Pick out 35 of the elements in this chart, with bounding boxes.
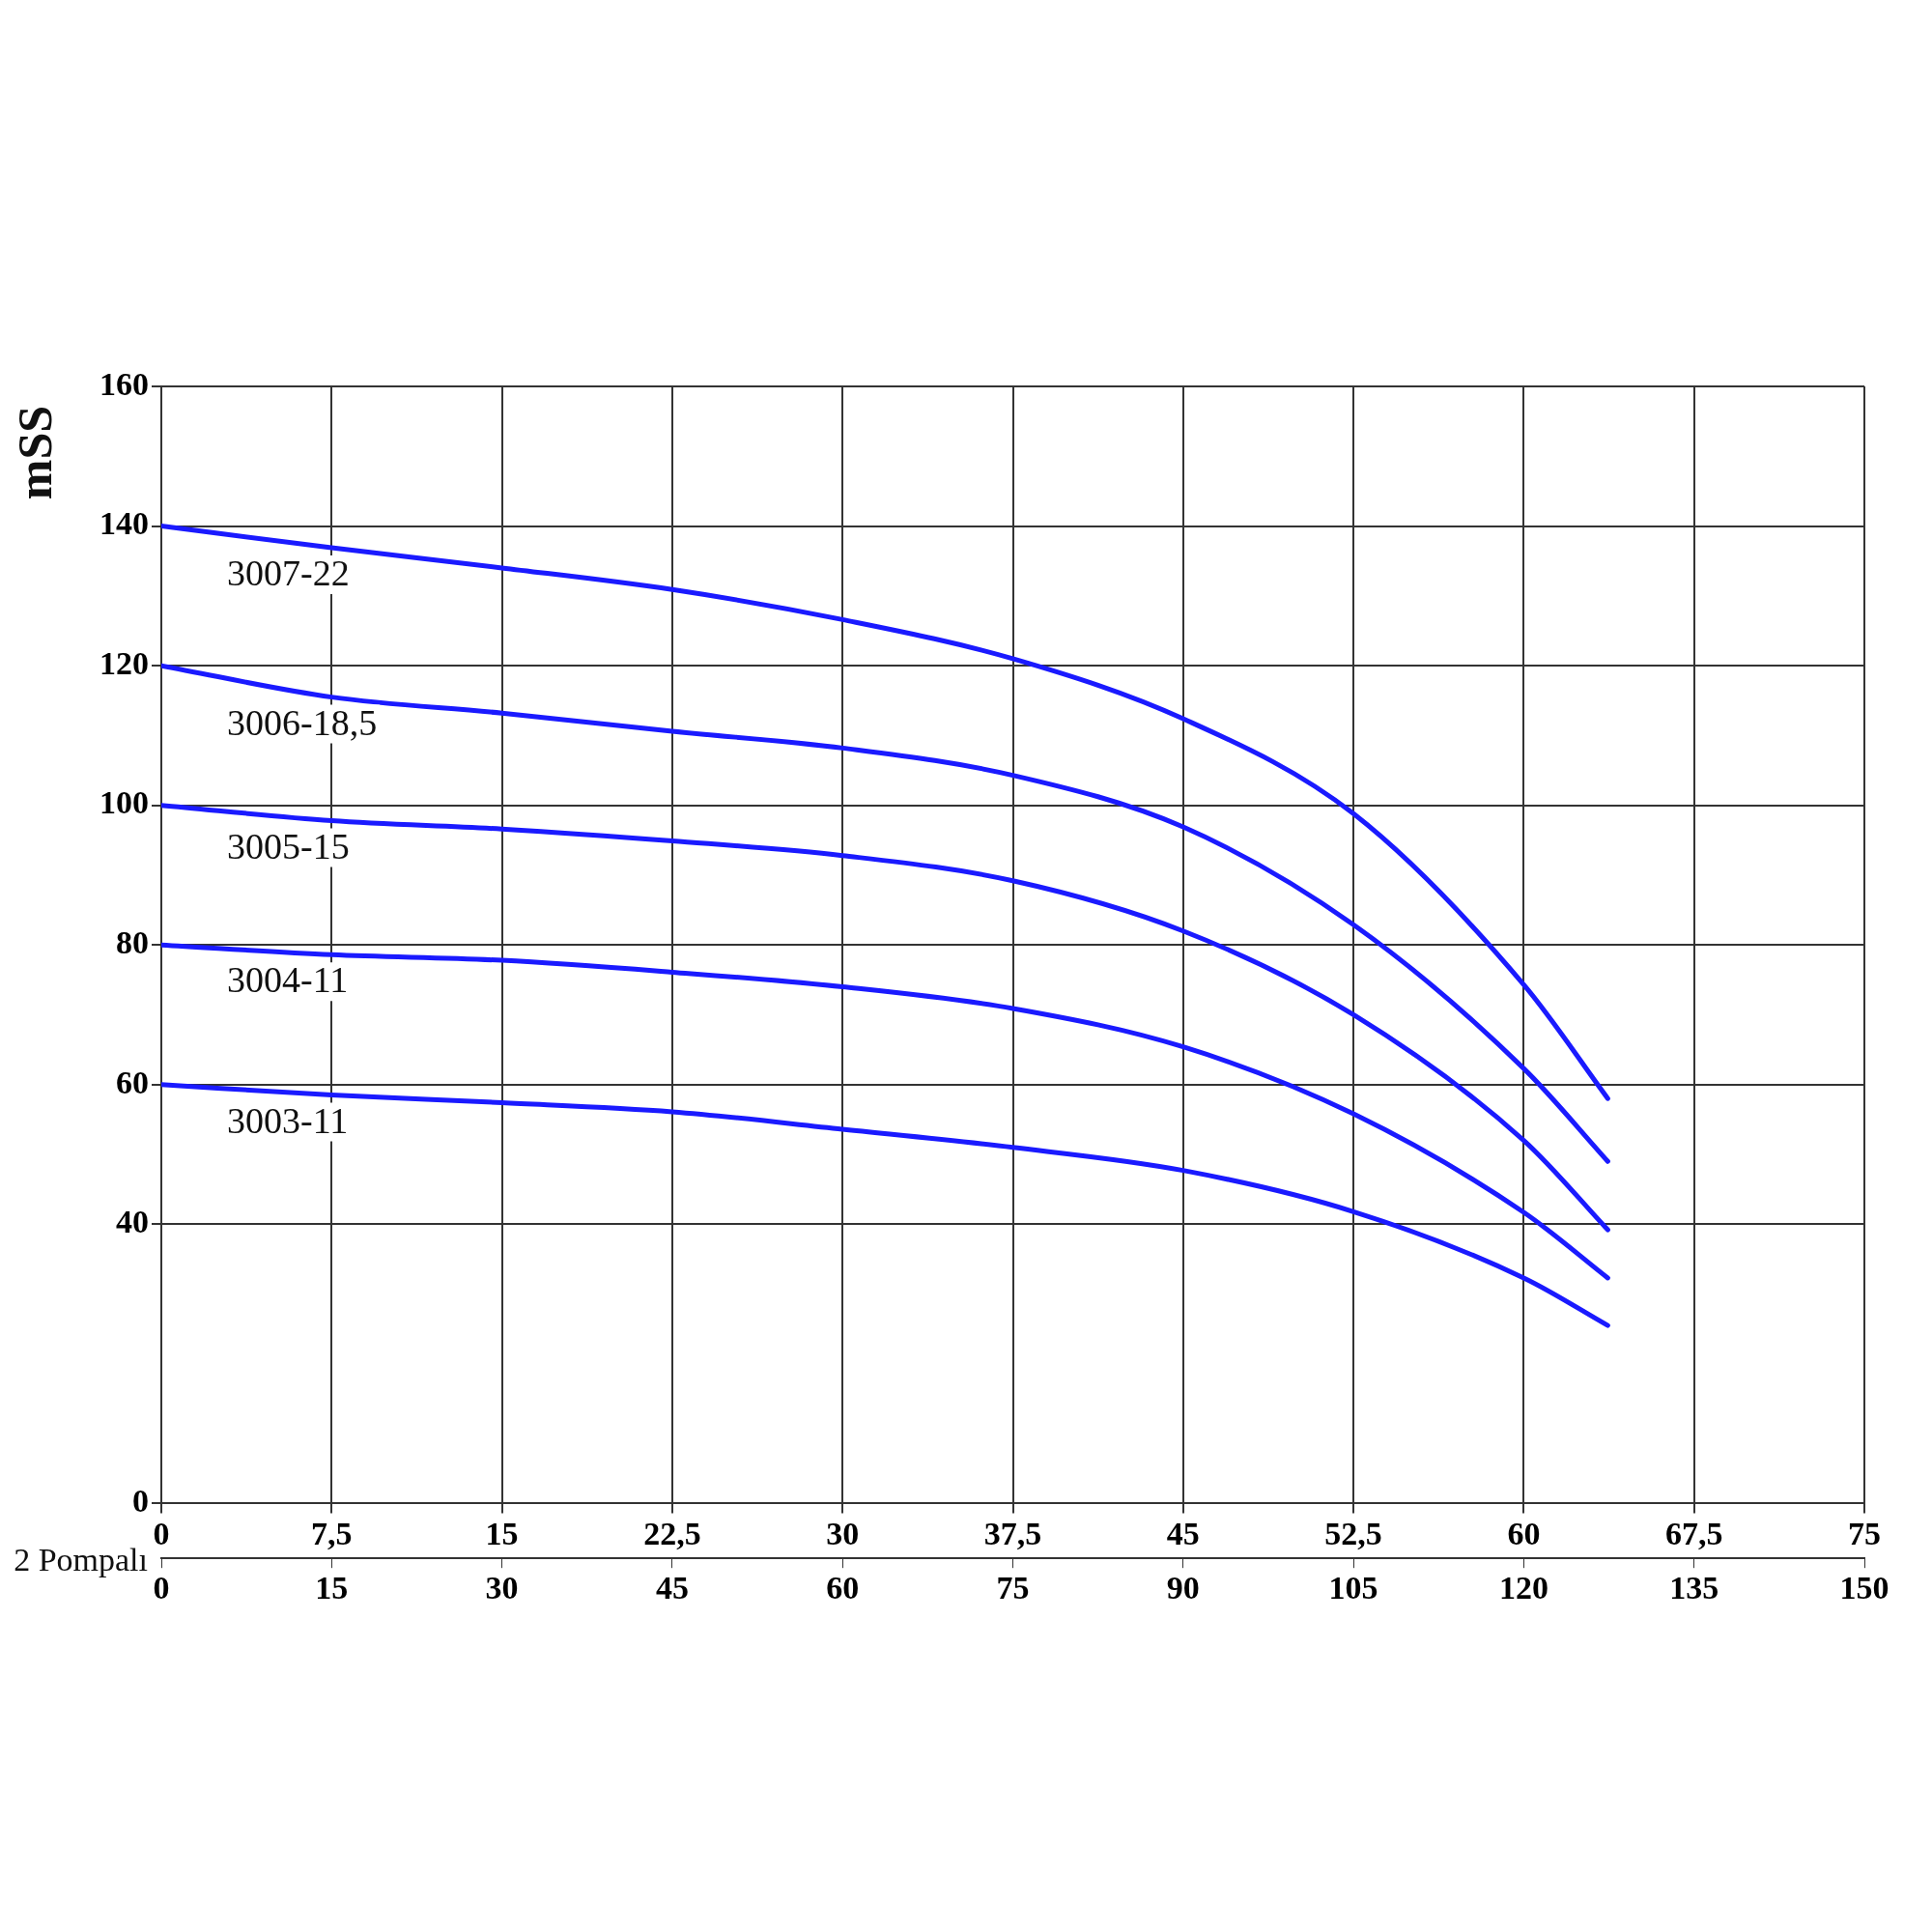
series-label: 3006-18,5 [227,701,378,743]
x2-tick-label: 150 [1839,1570,1889,1606]
series-label: 3007-22 [227,552,350,593]
x-tick-label: 60 [1507,1515,1541,1551]
y-tick-label: 160 [99,365,149,402]
x2-tick-label: 90 [1166,1570,1200,1606]
x2-tick-label: 30 [485,1570,519,1606]
x-tick-label: 22,5 [643,1515,701,1551]
y-tick-label: 40 [116,1204,149,1240]
x-tick-label: 30 [826,1515,860,1551]
x-tick-label: 52,5 [1324,1515,1382,1551]
x-tick-label: 75 [1848,1515,1881,1551]
y-tick-label: 60 [116,1064,149,1100]
x2-tick-label: 15 [315,1570,349,1606]
y-tick-label: 0 [132,1483,149,1520]
y-tick-label: 140 [99,505,149,542]
x-tick-label: 67,5 [1664,1515,1723,1551]
x-tick-label: 7,5 [311,1515,353,1551]
x2-tick-label: 120 [1498,1570,1548,1606]
x-tick-label: 45 [1166,1515,1200,1551]
series-label: 3005-15 [227,825,350,867]
x2-tick-label: 75 [996,1570,1030,1606]
y-tick-label: 80 [116,923,149,960]
x-tick-label: 15 [485,1515,519,1551]
x2-tick-label: 135 [1669,1570,1719,1606]
y-axis-title: mSS [7,406,62,500]
x2-axis-title: 2 Pompalı [14,1542,148,1578]
x-tick-label: 37,5 [983,1515,1042,1551]
y-tick-label: 100 [99,784,149,821]
x2-tick-label: 45 [655,1570,689,1606]
x2-tick-label: 105 [1328,1570,1378,1606]
x2-tick-label: 60 [826,1570,860,1606]
series-label: 3004-11 [227,959,349,1001]
y-tick-label: 120 [99,644,149,681]
series-label: 3003-11 [227,1099,349,1141]
